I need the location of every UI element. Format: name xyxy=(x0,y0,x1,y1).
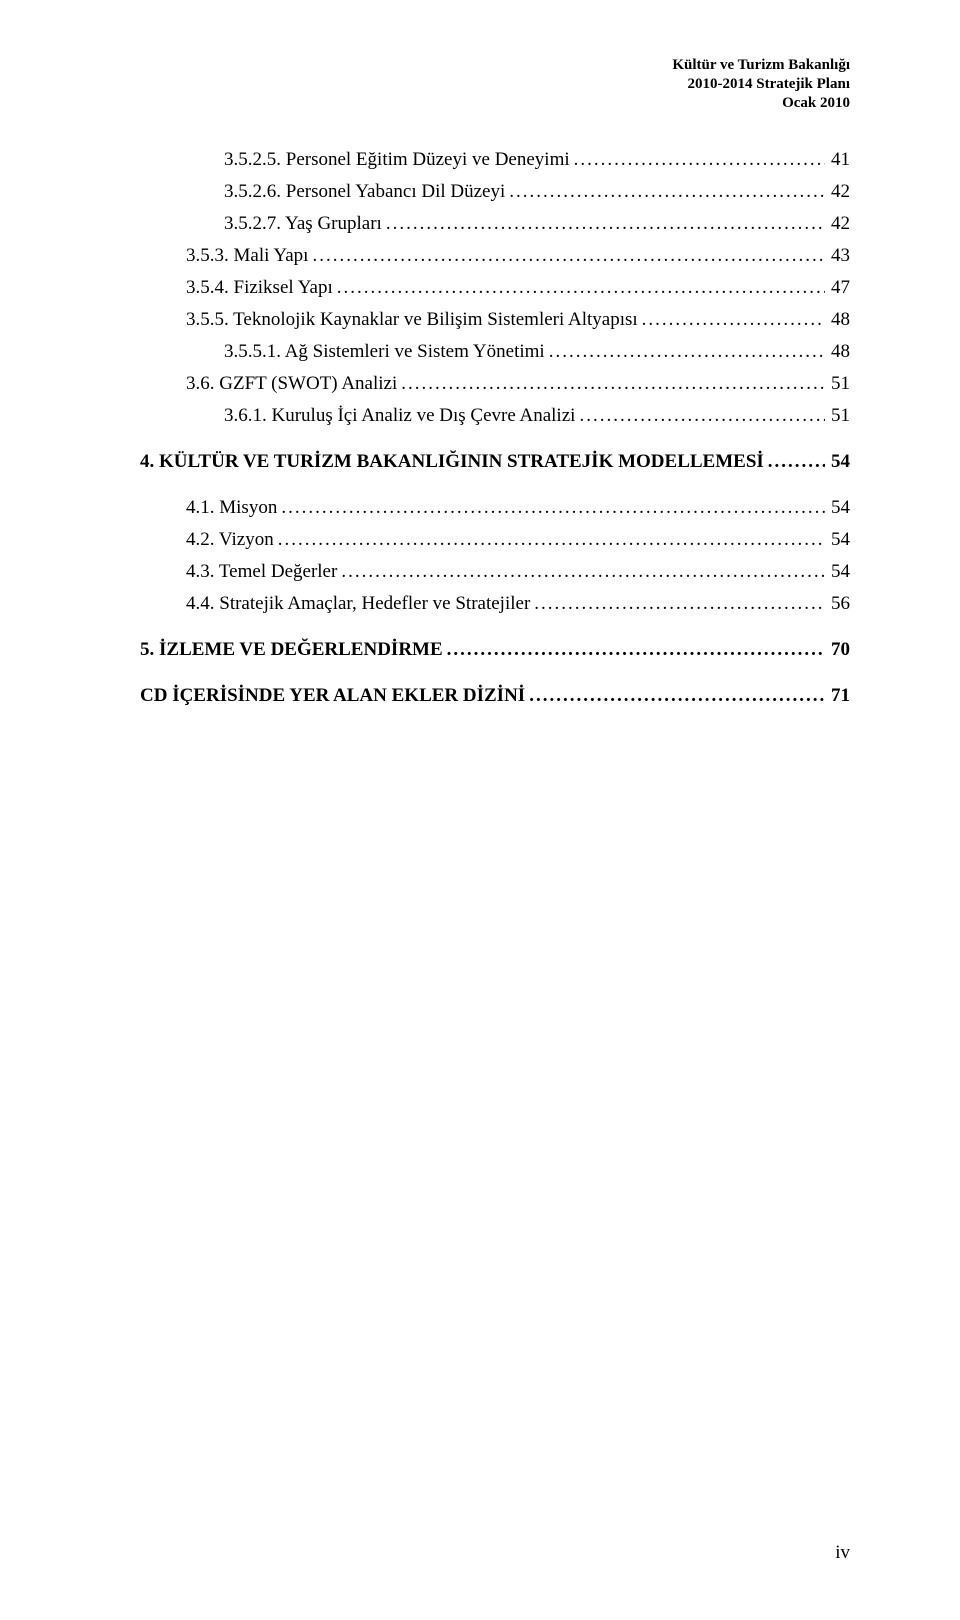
toc-page-number: 48 xyxy=(825,310,850,329)
toc-leader-dots xyxy=(545,342,825,361)
toc-entry: 3.5.2.6. Personel Yabancı Dil Düzeyi 42 xyxy=(140,182,850,201)
toc-entry: 3.6.1. Kuruluş İçi Analiz ve Dış Çevre A… xyxy=(140,406,850,425)
toc-page-number: 47 xyxy=(825,278,850,297)
toc-entry: 3.5.2.7. Yaş Grupları 42 xyxy=(140,214,850,233)
toc-leader-dots xyxy=(333,278,825,297)
toc-page-number: 54 xyxy=(825,530,850,549)
toc-leader-dots xyxy=(764,452,825,471)
toc-leader-dots xyxy=(274,530,825,549)
toc-leader-dots xyxy=(530,594,825,613)
toc-label: 4.4. Stratejik Amaçlar, Hedefler ve Stra… xyxy=(186,594,530,613)
toc-leader-dots xyxy=(382,214,825,233)
toc-page-number: 71 xyxy=(825,686,850,705)
toc-entry: 5. İZLEME VE DEĞERLENDİRME 70 xyxy=(140,640,850,659)
toc-gap xyxy=(140,672,850,686)
toc-entry: 4.2. Vizyon 54 xyxy=(140,530,850,549)
toc-leader-dots xyxy=(638,310,825,329)
toc-label: 3.5.5.1. Ağ Sistemleri ve Sistem Yönetim… xyxy=(224,342,545,361)
toc-leader-dots xyxy=(308,246,825,265)
toc-entry: 4.4. Stratejik Amaçlar, Hedefler ve Stra… xyxy=(140,594,850,613)
toc-label: CD İÇERİSİNDE YER ALAN EKLER DİZİNİ xyxy=(140,686,525,705)
toc-entry: 3.5.5. Teknolojik Kaynaklar ve Bilişim S… xyxy=(140,310,850,329)
toc-page-number: 41 xyxy=(825,150,850,169)
toc-label: 4.3. Temel Değerler xyxy=(186,562,337,581)
toc-gap xyxy=(140,626,850,640)
toc-page-number: 54 xyxy=(825,562,850,581)
header-line-3: Ocak 2010 xyxy=(672,94,850,113)
toc-entry: 4.1. Misyon 54 xyxy=(140,498,850,517)
toc-label: 4.2. Vizyon xyxy=(186,530,274,549)
toc-gap xyxy=(140,438,850,452)
toc-page-number: 51 xyxy=(825,374,850,393)
toc-label: 5. İZLEME VE DEĞERLENDİRME xyxy=(140,640,443,659)
toc-leader-dots xyxy=(277,498,825,517)
toc-entry: 4.3. Temel Değerler 54 xyxy=(140,562,850,581)
toc-page-number: 42 xyxy=(825,182,850,201)
toc-page-number: 56 xyxy=(825,594,850,613)
toc-entry: 3.6. GZFT (SWOT) Analizi 51 xyxy=(140,374,850,393)
toc-entry: 3.5.4. Fiziksel Yapı 47 xyxy=(140,278,850,297)
toc-leader-dots xyxy=(443,640,825,659)
toc-label: 3.6.1. Kuruluş İçi Analiz ve Dış Çevre A… xyxy=(224,406,575,425)
toc-label: 3.5.3. Mali Yapı xyxy=(186,246,308,265)
toc-leader-dots xyxy=(525,686,825,705)
toc-page-number: 48 xyxy=(825,342,850,361)
toc-label: 4.1. Misyon xyxy=(186,498,277,517)
toc-label: 3.5.2.7. Yaş Grupları xyxy=(224,214,382,233)
toc-entry: 3.5.5.1. Ağ Sistemleri ve Sistem Yönetim… xyxy=(140,342,850,361)
toc-leader-dots xyxy=(505,182,825,201)
toc-entry: 3.5.3. Mali Yapı 43 xyxy=(140,246,850,265)
toc-leader-dots xyxy=(570,150,825,169)
toc-page-number: 51 xyxy=(825,406,850,425)
toc-label: 4. KÜLTÜR VE TURİZM BAKANLIĞININ STRATEJ… xyxy=(140,452,764,471)
toc-page-number: 54 xyxy=(825,498,850,517)
page-number: iv xyxy=(835,1542,850,1564)
header-line-2: 2010-2014 Stratejik Planı xyxy=(672,75,850,94)
toc-gap xyxy=(140,484,850,498)
toc-page-number: 54 xyxy=(825,452,850,471)
toc-entry: 3.5.2.5. Personel Eğitim Düzeyi ve Deney… xyxy=(140,150,850,169)
toc-page-number: 70 xyxy=(825,640,850,659)
toc-entry: CD İÇERİSİNDE YER ALAN EKLER DİZİNİ 71 xyxy=(140,686,850,705)
toc-page-number: 43 xyxy=(825,246,850,265)
document-header: Kültür ve Turizm Bakanlığı 2010-2014 Str… xyxy=(672,56,850,112)
toc-label: 3.5.2.6. Personel Yabancı Dil Düzeyi xyxy=(224,182,505,201)
toc-entry: 4. KÜLTÜR VE TURİZM BAKANLIĞININ STRATEJ… xyxy=(140,452,850,471)
toc-label: 3.5.4. Fiziksel Yapı xyxy=(186,278,333,297)
toc-label: 3.6. GZFT (SWOT) Analizi xyxy=(186,374,397,393)
toc-page-number: 42 xyxy=(825,214,850,233)
toc-leader-dots xyxy=(397,374,825,393)
table-of-contents: 3.5.2.5. Personel Eğitim Düzeyi ve Deney… xyxy=(140,150,850,705)
header-line-1: Kültür ve Turizm Bakanlığı xyxy=(672,56,850,75)
toc-leader-dots xyxy=(575,406,825,425)
toc-label: 3.5.2.5. Personel Eğitim Düzeyi ve Deney… xyxy=(224,150,570,169)
toc-leader-dots xyxy=(337,562,825,581)
toc-label: 3.5.5. Teknolojik Kaynaklar ve Bilişim S… xyxy=(186,310,638,329)
